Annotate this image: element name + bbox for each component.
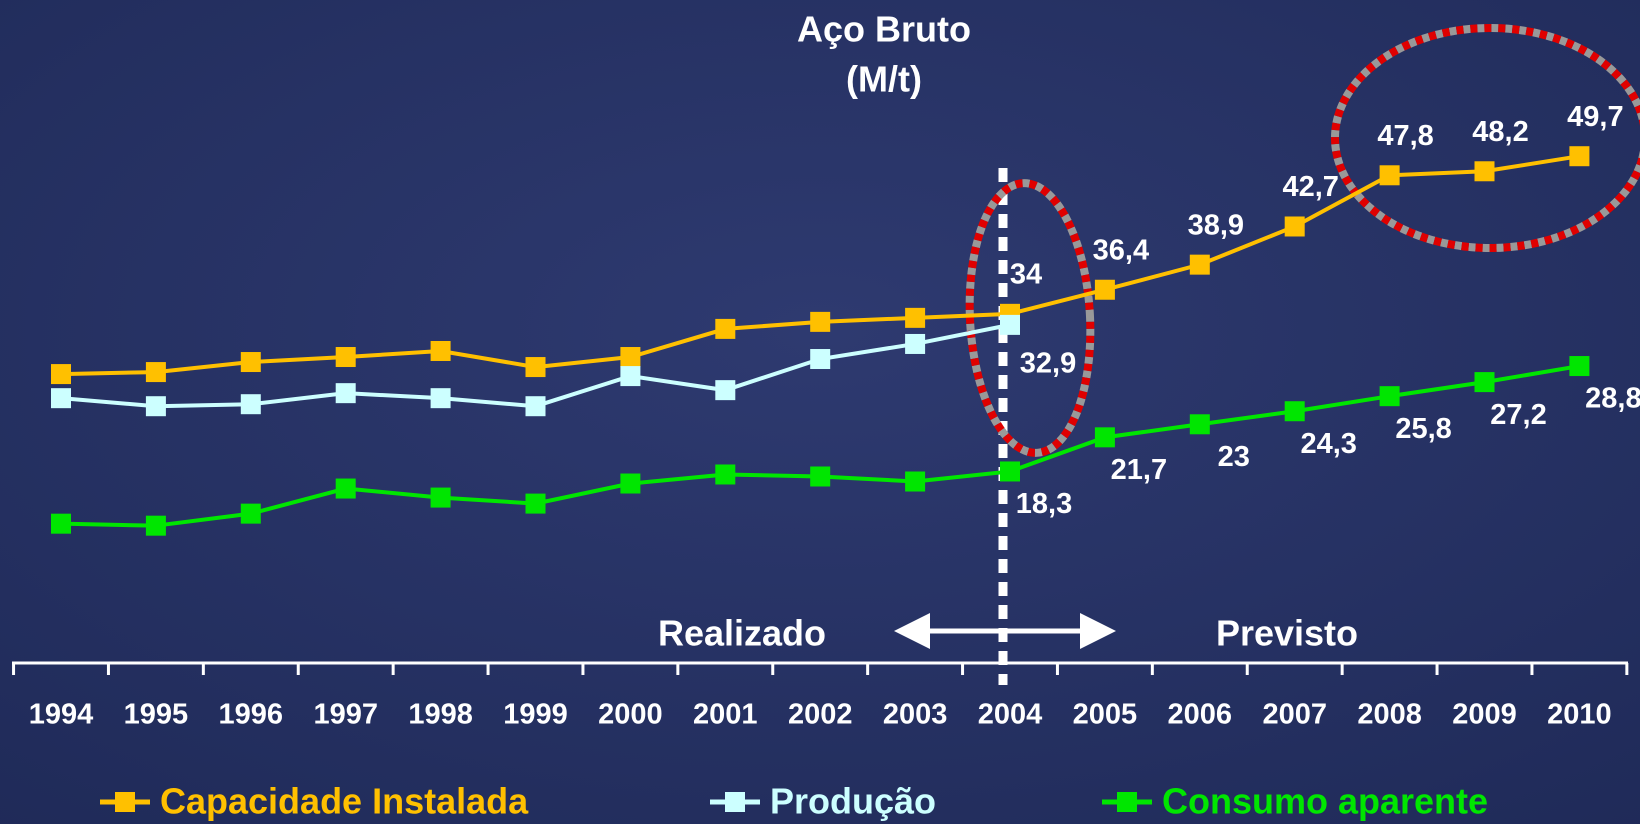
- x-tick-label: 2009: [1452, 699, 1517, 731]
- x-tick-label: 2006: [1168, 699, 1233, 731]
- marker: [51, 364, 71, 385]
- marker: [905, 333, 926, 354]
- marker: [145, 396, 166, 417]
- data-label: 48,2: [1472, 116, 1528, 148]
- annotation: Previsto: [1216, 613, 1358, 654]
- marker: [335, 383, 356, 404]
- marker: [1000, 314, 1020, 335]
- chart-title: Aço Bruto: [797, 9, 971, 50]
- x-tick-label: 1996: [219, 699, 284, 731]
- marker: [240, 352, 261, 373]
- highlight-ellipse: [965, 179, 1095, 457]
- data-label: 49,7: [1567, 101, 1623, 133]
- data-label: 32,9: [1020, 348, 1076, 380]
- data-label: 27,2: [1490, 399, 1546, 431]
- marker: [1474, 372, 1495, 393]
- data-label: 34: [1010, 258, 1042, 290]
- annotation: Realizado: [658, 613, 826, 654]
- marker: [620, 347, 641, 368]
- marker: [1189, 254, 1210, 275]
- x-tick-label: 1997: [313, 699, 378, 731]
- legend-marker: [725, 792, 745, 812]
- x-tick-label: 2007: [1262, 699, 1327, 731]
- marker: [145, 515, 166, 536]
- data-label: 28,8: [1585, 383, 1640, 415]
- marker: [525, 396, 546, 417]
- marker: [525, 493, 546, 514]
- marker: [1284, 401, 1305, 422]
- marker: [1094, 279, 1115, 300]
- marker: [1379, 165, 1400, 186]
- marker: [1094, 427, 1115, 448]
- data-label: 47,8: [1377, 120, 1433, 152]
- marker: [525, 357, 546, 378]
- marker: [715, 464, 736, 485]
- marker: [240, 394, 261, 415]
- x-tick-label: 2003: [883, 699, 948, 731]
- marker: [430, 340, 451, 361]
- marker: [145, 362, 166, 383]
- marker: [51, 388, 71, 409]
- x-tick-label: 2001: [693, 699, 758, 731]
- data-label: 24,3: [1300, 428, 1356, 460]
- decorations: [894, 24, 1640, 685]
- data-label: 38,9: [1188, 209, 1244, 241]
- x-tick-label: 2008: [1357, 699, 1422, 731]
- marker: [430, 487, 451, 508]
- marker: [810, 349, 831, 370]
- x-tick-label: 2000: [598, 699, 663, 731]
- marker: [335, 478, 356, 499]
- marker: [1379, 386, 1400, 407]
- marker: [715, 380, 736, 401]
- data-label: 23: [1218, 441, 1250, 473]
- arrow-head: [1080, 613, 1116, 649]
- x-tick-label: 1995: [124, 699, 189, 731]
- chart-subtitle: (M/t): [846, 59, 922, 100]
- legend-marker: [1117, 792, 1137, 812]
- data-label: 25,8: [1395, 413, 1451, 445]
- marker: [335, 347, 356, 368]
- data-label: 42,7: [1282, 171, 1338, 203]
- marker: [810, 466, 831, 487]
- marker: [905, 471, 926, 492]
- marker: [1569, 146, 1590, 167]
- legend-label: Capacidade Instalada: [160, 781, 529, 822]
- marker: [1474, 161, 1495, 182]
- marker: [620, 473, 641, 494]
- x-tick-label: 2005: [1073, 699, 1138, 731]
- marker: [810, 311, 831, 332]
- x-tick-label: 1998: [408, 699, 473, 731]
- marker: [905, 307, 926, 328]
- marker: [240, 503, 261, 524]
- marker: [51, 513, 71, 534]
- data-label: 36,4: [1093, 234, 1149, 266]
- x-tick-label: 2002: [788, 699, 853, 731]
- marker: [620, 366, 641, 387]
- legend-label: Consumo aparente: [1162, 781, 1488, 822]
- legend-label: Produção: [770, 781, 936, 822]
- highlight-ellipse: [965, 179, 1095, 457]
- legend-marker: [115, 792, 135, 812]
- marker: [715, 318, 736, 339]
- x-tick-label: 2004: [978, 699, 1043, 731]
- x-tick-label: 1999: [503, 699, 568, 731]
- arrow-head: [894, 613, 930, 649]
- x-tick-label: 1994: [29, 699, 94, 731]
- marker: [1189, 414, 1210, 435]
- marker: [1284, 216, 1305, 237]
- data-label: 21,7: [1111, 454, 1167, 486]
- marker: [1000, 461, 1020, 482]
- marker: [1569, 356, 1590, 377]
- highlight-ellipse: [1331, 24, 1640, 252]
- marker: [430, 388, 451, 409]
- x-tick-label: 2010: [1547, 699, 1612, 731]
- data-label: 18,3: [1016, 488, 1072, 520]
